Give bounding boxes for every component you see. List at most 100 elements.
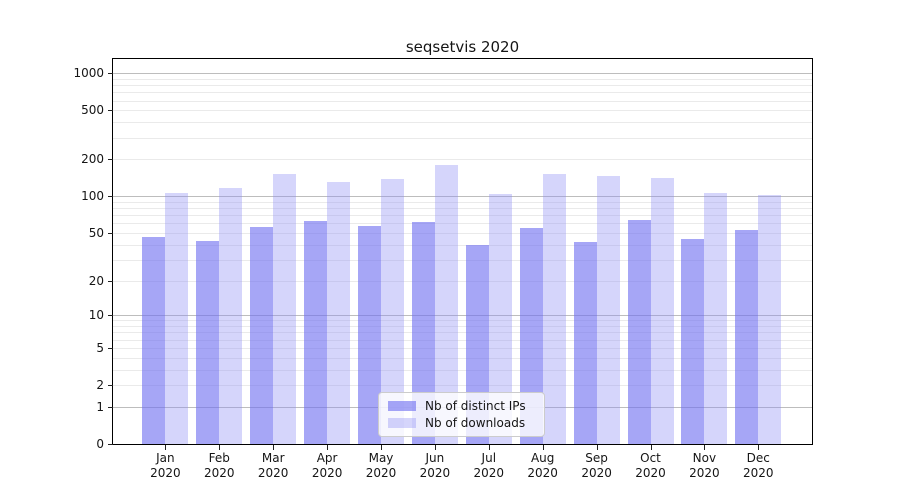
month-name: Feb [208, 451, 230, 465]
month-year: 2020 [527, 466, 558, 480]
gridline-minor-20 [113, 280, 812, 282]
y-tick-label-2: 2 [96, 378, 104, 392]
month-name: Nov [692, 451, 717, 465]
gridline-major-10 [113, 315, 812, 317]
x-tick-label-sep: Sep 2020 [565, 451, 629, 481]
y-tick-label-100: 100 [81, 189, 104, 204]
x-tick-mark-sep [596, 445, 598, 450]
month-name: Sep [585, 451, 608, 465]
y-tick-mark-500 [108, 110, 113, 112]
y-tick-mark-1 [108, 406, 113, 408]
x-tick-mark-may [381, 445, 382, 450]
gridline-minor-9 [113, 320, 812, 322]
bar-downloads-apr [327, 181, 351, 444]
month-name: Oct [640, 451, 661, 465]
gridline-minor-800 [113, 85, 812, 87]
month-name: Aug [530, 451, 555, 465]
y-tick-label-1: 1 [96, 399, 104, 414]
y-tick-mark-20 [108, 280, 113, 282]
month-year: 2020 [150, 466, 181, 480]
gridline-minor-40 [113, 244, 812, 246]
x-tick-mark-nov [704, 445, 706, 450]
bar-downloads-jul [488, 194, 512, 444]
x-tick-label-jan: Jan 2020 [133, 451, 197, 481]
bar-ips-mar [250, 227, 274, 444]
gridline-minor-600 [113, 100, 812, 102]
bar-downloads-may [381, 179, 404, 444]
month-year: 2020 [365, 466, 397, 480]
month-name: Jul [481, 451, 497, 465]
gridline-major-1000 [113, 73, 812, 75]
y-tick-mark-200 [108, 159, 113, 161]
bar-downloads-jan [165, 193, 189, 444]
x-tick-label-jun: Jun 2020 [403, 451, 467, 481]
legend: Nb of distinct IPs Nb of downloads [378, 392, 545, 437]
bar-ips-may [358, 226, 381, 444]
x-tick-label-aug: Aug 2020 [511, 451, 575, 481]
x-tick-label-may: May 2020 [349, 451, 413, 481]
y-tick-mark-0 [108, 444, 113, 445]
x-tick-mark-apr [327, 445, 329, 450]
month-name: Jan [156, 451, 175, 465]
bar-ips-aug [519, 227, 543, 444]
gridline-minor-80 [113, 208, 812, 210]
gridline-minor-700 [113, 92, 812, 94]
y-tick-label-0: 0 [96, 437, 104, 451]
x-tick-label-jul: Jul 2020 [457, 451, 521, 481]
y-tick-label-10: 10 [88, 308, 104, 323]
bar-downloads-dec [758, 195, 782, 444]
bar-ips-apr [304, 220, 328, 444]
month-year: 2020 [635, 466, 666, 480]
gridline-minor-400 [113, 122, 812, 124]
month-name: Dec [746, 451, 770, 465]
x-tick-label-mar: Mar 2020 [241, 451, 305, 481]
y-tick-label-5: 5 [96, 340, 104, 355]
legend-label-downloads: Nb of downloads [425, 416, 526, 430]
bar-ips-sep [573, 242, 597, 444]
y-tick-label-50: 50 [88, 225, 104, 240]
bar-ips-dec [735, 229, 759, 444]
bar-downloads-feb [219, 188, 243, 444]
x-tick-mark-dec [758, 445, 760, 450]
bar-ips-feb [196, 240, 220, 444]
bar-downloads-nov [704, 193, 728, 444]
gridline-minor-30 [113, 259, 812, 261]
bar-downloads-mar [273, 174, 297, 444]
month-name: Jun [425, 451, 445, 465]
gridline-minor-2 [113, 385, 812, 386]
y-tick-label-1000: 1000 [73, 66, 104, 81]
x-tick-label-feb: Feb 2020 [187, 451, 251, 481]
y-tick-mark-5 [108, 347, 113, 349]
bar-downloads-sep [596, 176, 620, 444]
gridline-minor-3 [113, 369, 812, 371]
x-tick-mark-jul [488, 445, 490, 450]
gridline-minor-5 [113, 347, 812, 349]
month-year: 2020 [473, 466, 505, 480]
gridline-minor-900 [113, 78, 812, 80]
y-tick-label-20: 20 [88, 273, 104, 288]
gridline-minor-90 [113, 201, 812, 203]
gridline-minor-50 [113, 232, 812, 234]
gridline-minor-300 [113, 137, 812, 139]
month-name: Mar [261, 451, 285, 465]
legend-row-distinct-ips: Nb of distinct IPs [388, 399, 535, 413]
y-tick-label-500: 500 [81, 103, 104, 118]
bar-ips-nov [681, 238, 705, 444]
legend-label-distinct-ips: Nb of distinct IPs [425, 399, 526, 413]
legend-swatch-downloads [388, 418, 416, 428]
y-tick-mark-1000 [108, 73, 113, 75]
month-name: May [368, 451, 394, 465]
month-year: 2020 [311, 466, 343, 480]
y-tick-mark-2 [108, 385, 113, 386]
bar-ips-oct [627, 219, 651, 444]
x-tick-mark-mar [273, 445, 275, 450]
month-year: 2020 [689, 466, 720, 480]
gridline-minor-6 [113, 339, 812, 341]
legend-swatch-distinct-ips [388, 401, 416, 411]
x-tick-mark-jan [165, 445, 167, 450]
gridline-minor-200 [113, 159, 812, 161]
x-tick-mark-aug [542, 445, 544, 450]
y-tick-mark-10 [108, 315, 113, 317]
gridline-minor-7 [113, 332, 812, 334]
